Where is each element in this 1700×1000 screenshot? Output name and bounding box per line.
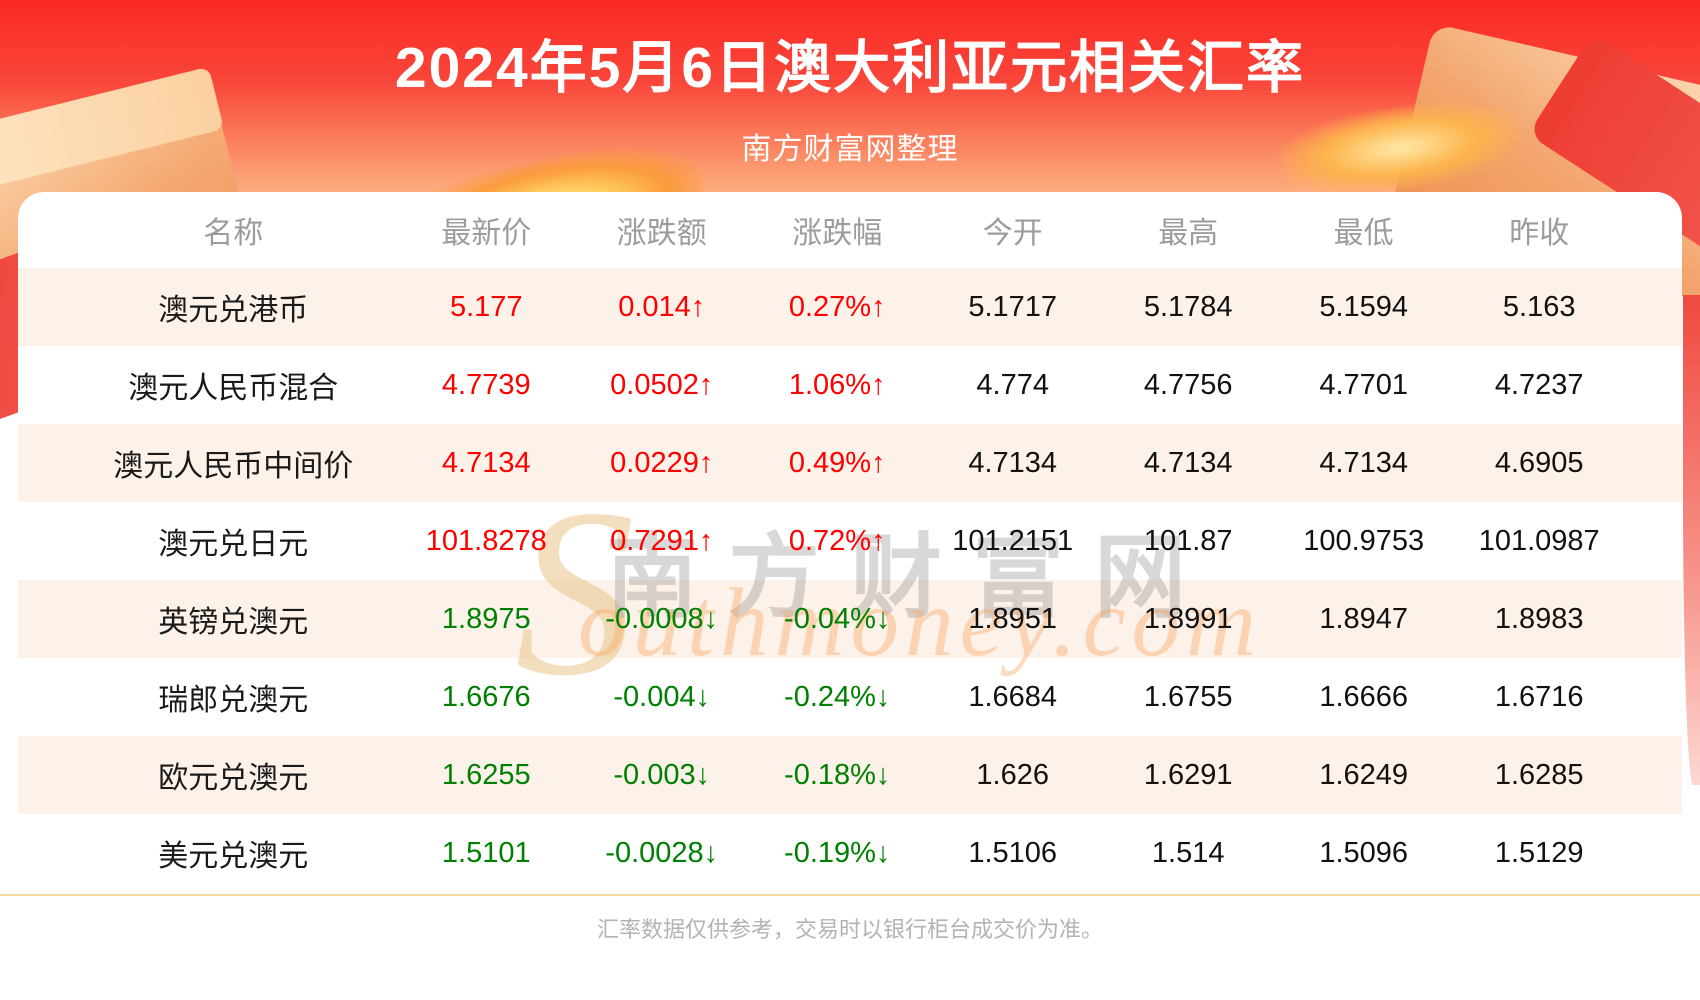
table-row: 英镑兑澳元 1.8975 -0.0008↓ -0.04%↓ 1.8951 1.8991 1.…	[68, 580, 1627, 658]
cell-open: 4.7134	[968, 446, 1058, 479]
row-stripe	[18, 580, 1682, 658]
cell-change: -0.004↓	[613, 680, 711, 713]
row-stripes	[18, 268, 1682, 892]
cell-last: 1.5101	[441, 836, 531, 869]
cell-change: 0.0229↑	[610, 446, 714, 479]
cell-last: 1.6676	[441, 680, 531, 713]
row-stripe	[18, 268, 1682, 346]
column-header-open: 今开	[982, 217, 1043, 250]
rates-table: 名称 最新价 涨跌额 涨跌幅 今开 最高 最低 昨收 澳元兑港币 5.177 0.014↑ 0.27…	[68, 192, 1627, 892]
cell-high: 4.7134	[1143, 446, 1233, 479]
column-header-prev_close: 昨收	[1509, 217, 1570, 250]
cell-change: 0.014↑	[618, 290, 706, 323]
cell-low: 1.6666	[1319, 680, 1409, 713]
cell-open: 5.1717	[968, 290, 1058, 323]
cell-change_pct: -0.18%↓	[784, 758, 891, 791]
red-ribbon-right-edge-icon	[1683, 295, 1700, 785]
cell-low: 100.9753	[1303, 524, 1425, 557]
cell-change_pct: -0.04%↓	[784, 602, 891, 635]
cell-name: 瑞郎兑澳元	[158, 684, 309, 717]
cell-prev_close: 5.163	[1502, 290, 1576, 323]
cell-high: 5.1784	[1143, 290, 1233, 323]
cell-last: 4.7134	[441, 446, 531, 479]
table-row: 澳元兑日元 101.8278 0.7291↑ 0.72%↑ 101.2151 101.87…	[68, 502, 1627, 580]
column-header-high: 最高	[1158, 217, 1219, 250]
cell-open: 1.8951	[968, 602, 1058, 635]
cell-last: 101.8278	[425, 524, 547, 557]
row-stripe	[18, 424, 1682, 502]
cell-high: 1.514	[1151, 836, 1225, 869]
cell-prev_close: 101.0987	[1478, 524, 1600, 557]
cell-change_pct: 0.72%↑	[788, 524, 886, 557]
cell-low: 1.8947	[1319, 602, 1409, 635]
column-header-change_pct: 涨跌幅	[792, 217, 883, 250]
page-title: 2024年5月6日澳大利亚元相关汇率	[394, 36, 1306, 100]
column-header-low: 最低	[1333, 217, 1394, 250]
cell-prev_close: 1.6716	[1494, 680, 1584, 713]
cell-prev_close: 4.7237	[1494, 368, 1584, 401]
cell-high: 1.6291	[1143, 758, 1233, 791]
cell-last: 1.6255	[441, 758, 531, 791]
cell-high: 101.87	[1143, 524, 1233, 557]
cell-change_pct: -0.24%↓	[784, 680, 891, 713]
footer-divider	[0, 894, 1700, 896]
cell-low: 5.1594	[1319, 290, 1409, 323]
table-row: 澳元人民币中间价 4.7134 0.0229↑ 0.49%↑ 4.7134 4.7134 4…	[68, 424, 1627, 502]
cell-open: 1.5106	[968, 836, 1058, 869]
table-row: 澳元人民币混合 4.7739 0.0502↑ 1.06%↑ 4.774 4.7756 4.7…	[68, 346, 1627, 424]
cell-name: 美元兑澳元	[158, 840, 309, 873]
cell-change_pct: 1.06%↑	[788, 368, 886, 401]
table-row: 美元兑澳元 1.5101 -0.0028↓ -0.19%↓ 1.5106 1.514 1.5…	[68, 814, 1627, 892]
cell-last: 4.7739	[441, 368, 531, 401]
cell-low: 4.7134	[1319, 446, 1409, 479]
page-subtitle: 南方财富网整理	[741, 133, 959, 166]
cell-low: 1.5096	[1319, 836, 1409, 869]
cell-change: 0.0502↑	[610, 368, 714, 401]
cell-name: 英镑兑澳元	[158, 606, 309, 639]
cell-low: 1.6249	[1319, 758, 1409, 791]
table-header-row: 名称 最新价 涨跌额 涨跌幅 今开 最高 最低 昨收	[68, 192, 1627, 268]
cell-high: 4.7756	[1143, 368, 1233, 401]
cell-prev_close: 1.8983	[1494, 602, 1584, 635]
column-header-name: 名称	[203, 217, 264, 250]
cell-open: 101.2151	[952, 524, 1074, 557]
row-stripe	[18, 736, 1682, 814]
cell-prev_close: 1.5129	[1494, 836, 1584, 869]
cell-open: 1.6684	[968, 680, 1058, 713]
cell-prev_close: 4.6905	[1494, 446, 1584, 479]
table-row: 欧元兑澳元 1.6255 -0.003↓ -0.18%↓ 1.626 1.6291 1.62…	[68, 736, 1627, 814]
cell-change: -0.0028↓	[605, 836, 719, 869]
cell-prev_close: 1.6285	[1494, 758, 1584, 791]
table-row: 澳元兑港币 5.177 0.014↑ 0.27%↑ 5.1717 5.1784 5.1594…	[68, 268, 1627, 346]
cell-high: 1.8991	[1143, 602, 1233, 635]
cell-name: 欧元兑澳元	[158, 762, 309, 795]
cell-change: -0.0008↓	[605, 602, 719, 635]
cell-last: 5.177	[449, 290, 523, 323]
cell-change_pct: -0.19%↓	[784, 836, 891, 869]
rates-table-body: 澳元兑港币 5.177 0.014↑ 0.27%↑ 5.1717 5.1784 5.1594…	[68, 268, 1627, 892]
cell-name: 澳元兑日元	[158, 528, 309, 561]
table-row: 瑞郎兑澳元 1.6676 -0.004↓ -0.24%↓ 1.6684 1.6755 1.6…	[68, 658, 1627, 736]
cell-high: 1.6755	[1143, 680, 1233, 713]
cell-change_pct: 0.27%↑	[788, 290, 886, 323]
cell-open: 4.774	[976, 368, 1049, 401]
cell-name: 澳元人民币混合	[128, 372, 339, 405]
cell-change: 0.7291↑	[610, 524, 714, 557]
disclaimer-note: 汇率数据仅供参考，交易时以银行柜台成交价为准。	[596, 917, 1103, 942]
cell-change: -0.003↓	[613, 758, 711, 791]
cell-name: 澳元兑港币	[158, 294, 309, 327]
column-header-last: 最新价	[441, 217, 532, 250]
cell-last: 1.8975	[441, 602, 531, 635]
cell-open: 1.626	[976, 758, 1049, 791]
cell-change_pct: 0.49%↑	[788, 446, 886, 479]
column-header-change: 涨跌额	[616, 217, 707, 250]
rates-panel: S 南方财富网 outhmoney.com 名称 最新价 涨跌额 涨跌幅 今开 最高 最低昨…	[18, 192, 1682, 1000]
cell-low: 4.7701	[1319, 368, 1409, 401]
cell-name: 澳元人民币中间价	[113, 450, 354, 483]
